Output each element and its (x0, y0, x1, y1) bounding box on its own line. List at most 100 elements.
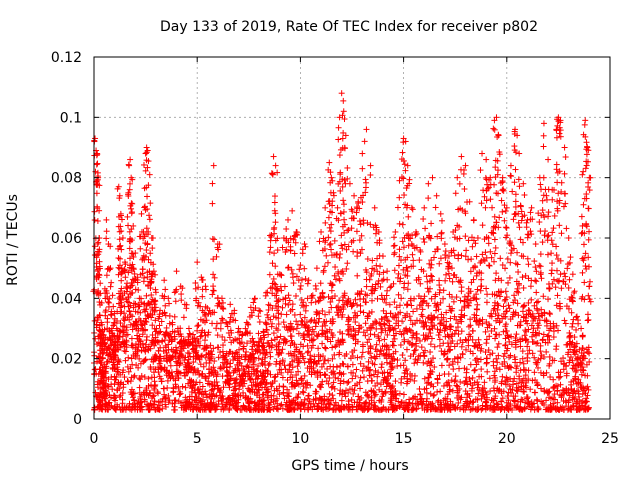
data-point (217, 349, 224, 356)
data-point (279, 304, 286, 311)
data-point (143, 333, 150, 340)
data-point (372, 367, 379, 374)
data-point (351, 192, 358, 199)
data-point (122, 348, 129, 355)
data-point (308, 299, 315, 306)
data-point (421, 204, 428, 211)
data-point (105, 298, 112, 305)
data-point (565, 284, 572, 291)
data-point (387, 284, 394, 291)
data-point (171, 289, 178, 296)
data-point (289, 379, 296, 386)
data-point (486, 375, 493, 382)
data-point (338, 397, 345, 404)
data-point (148, 291, 155, 298)
data-point (357, 221, 364, 228)
data-point (161, 385, 168, 392)
data-point (568, 309, 575, 316)
data-point (520, 284, 527, 291)
data-point (583, 151, 590, 158)
data-point (418, 344, 425, 351)
data-point (473, 361, 480, 368)
data-point (278, 311, 285, 318)
data-point (569, 271, 576, 278)
y-tick-label: 0.02 (51, 352, 82, 368)
data-point (343, 351, 350, 358)
data-point (492, 335, 499, 342)
data-point (359, 199, 366, 206)
data-point (136, 375, 143, 382)
data-point (427, 264, 434, 271)
data-point (394, 204, 401, 211)
data-point (492, 164, 499, 171)
data-point (301, 265, 308, 272)
data-point (94, 218, 101, 225)
data-point (128, 209, 135, 216)
data-point (294, 363, 301, 370)
data-point (390, 243, 397, 250)
data-point (467, 348, 474, 355)
data-point (301, 372, 308, 379)
data-point (201, 337, 208, 344)
data-point (400, 391, 407, 398)
data-point (271, 250, 278, 257)
data-point (422, 225, 429, 232)
data-point (116, 228, 123, 235)
data-point (107, 283, 114, 290)
data-point (131, 372, 138, 379)
data-point (421, 239, 428, 246)
data-point (377, 263, 384, 270)
data-point (483, 299, 490, 306)
data-point (360, 363, 367, 370)
data-point (425, 379, 432, 386)
data-point (505, 302, 512, 309)
data-point (267, 353, 274, 360)
data-point (326, 224, 333, 231)
data-point (542, 228, 549, 235)
data-point (491, 181, 498, 188)
data-point (360, 374, 367, 381)
data-point (357, 385, 364, 392)
data-point (301, 241, 308, 248)
data-point (457, 378, 464, 385)
data-point (447, 326, 454, 333)
data-point (325, 214, 332, 221)
data-point (124, 213, 131, 220)
data-point (537, 348, 544, 355)
data-point (502, 224, 509, 231)
data-point (458, 153, 465, 160)
data-point (546, 310, 553, 317)
data-point (431, 343, 438, 350)
data-point (411, 360, 418, 367)
data-point (503, 224, 510, 231)
data-point (319, 340, 326, 347)
data-point (320, 269, 327, 276)
data-point (495, 340, 502, 347)
data-point (194, 259, 201, 266)
data-point (519, 355, 526, 362)
data-point (537, 385, 544, 392)
data-point (485, 240, 492, 247)
data-point (479, 222, 486, 229)
data-point (293, 372, 300, 379)
data-point (428, 335, 435, 342)
data-point (103, 216, 110, 223)
data-point (279, 374, 286, 381)
data-point (567, 254, 574, 261)
data-point (526, 307, 533, 314)
data-point (359, 165, 366, 172)
data-point (179, 383, 186, 390)
data-point (529, 350, 536, 357)
data-point (399, 352, 406, 359)
data-point (573, 313, 580, 320)
data-point (533, 278, 540, 285)
data-point (536, 330, 543, 337)
data-point (507, 162, 514, 169)
data-point (324, 365, 331, 372)
data-point (495, 352, 502, 359)
data-point (539, 207, 546, 214)
data-point (558, 391, 565, 398)
data-point (491, 236, 498, 243)
data-point (146, 171, 153, 178)
data-point (483, 355, 490, 362)
